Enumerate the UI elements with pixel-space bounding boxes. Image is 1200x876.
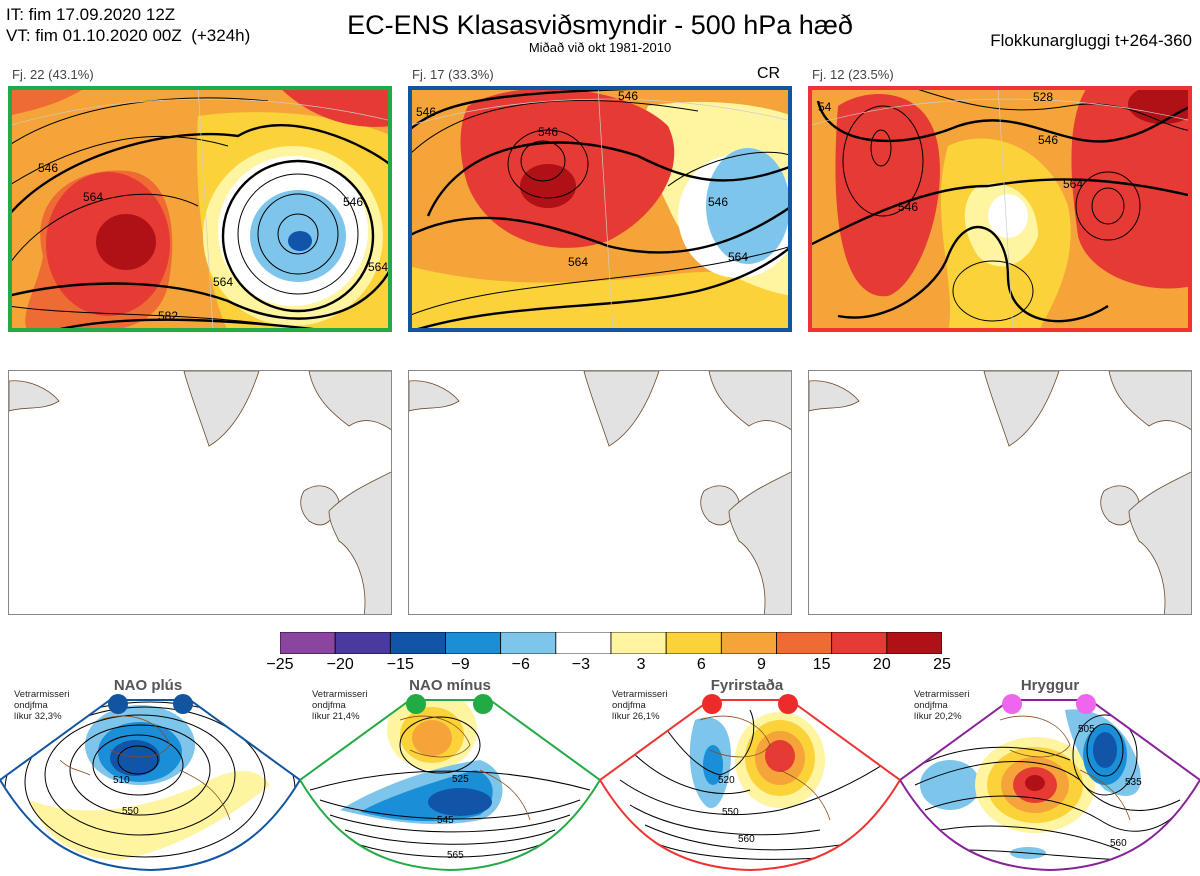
colorbar-swatch: [500, 631, 557, 655]
cluster-2-tag: CR: [757, 65, 781, 82]
colorbar-tick-label: −6: [511, 656, 530, 673]
colorbar-swatch: [389, 631, 446, 655]
colorbar-tick-label: 3: [636, 656, 646, 673]
contour-label: 546: [343, 195, 363, 209]
contour-label: 564: [728, 250, 748, 264]
forecast-times: IT: fim 17.09.2020 12Z VT: fim 01.10.2020…: [6, 4, 250, 46]
regime-4-map: 505 535 560: [898, 690, 1200, 872]
colorbar-swatch: [610, 631, 667, 655]
contour-label: 546: [538, 125, 558, 139]
colorbar-swatch: [334, 631, 391, 655]
contour-label: 546: [1038, 133, 1058, 147]
contour-label: 54: [818, 100, 832, 114]
cluster-3-label: Fj. 12 (23.5%): [812, 67, 894, 82]
colorbar-tick-label: 20: [872, 656, 891, 673]
colorbar-swatch: [886, 631, 943, 655]
colorbar-swatch: [831, 631, 888, 655]
contour-label: 546: [416, 105, 436, 119]
regime-1-title: NAO plús: [113, 677, 183, 694]
colorbar-swatch: [720, 631, 777, 655]
regime-4-note: Vetrarmisseri ondjfma líkur 20,2%: [914, 689, 970, 722]
colorbar-tick-label: 9: [757, 656, 766, 673]
cluster-1-label: Fj. 22 (43.1%): [12, 67, 94, 82]
cluster-3-surface-map: [808, 370, 1192, 615]
page-subtitle: Miðað við okt 1981-2010: [528, 40, 672, 55]
regime-3-title: Fyrirstaða: [710, 677, 784, 694]
colorbar-swatch: [665, 631, 722, 655]
contour-label: 528: [1033, 90, 1053, 104]
regime-3-note: Vetrarmisseri ondjfma líkur 26,1%: [612, 689, 668, 722]
colorbar: [279, 631, 943, 655]
colorbar-tick-label: −15: [386, 656, 414, 673]
cluster-3-map: 528 546 546 564 54: [808, 86, 1192, 332]
regime-4-title: Hryggur: [1020, 677, 1080, 694]
cluster-2-surface-map: [408, 370, 792, 615]
contour-label: 582: [158, 309, 178, 323]
contour-label: 546: [898, 200, 918, 214]
contour-label: 525: [452, 774, 469, 785]
contour-label: 564: [568, 255, 588, 269]
colorbar-tick-label: 25: [933, 656, 951, 673]
contour-label: 545: [437, 815, 454, 826]
colorbar-tick-label: −25: [266, 656, 294, 673]
contour-label: 564: [83, 190, 103, 204]
regime-1-map: 510 550: [0, 690, 302, 872]
contour-label: 564: [368, 260, 388, 274]
contour-label: 535: [1125, 777, 1142, 788]
regime-1-note: Vetrarmisseri ondjfma líkur 32,3%: [14, 689, 70, 722]
contour-label: 546: [38, 161, 58, 175]
colorbar-tick-label: −3: [571, 656, 591, 673]
contour-label: 560: [1110, 838, 1127, 849]
contour-label: 546: [618, 89, 638, 103]
contour-label: 564: [213, 275, 233, 289]
colorbar-swatch: [555, 631, 612, 655]
contour-label: 550: [122, 806, 139, 817]
cluster-1-surface-map: [8, 370, 392, 615]
initial-time: IT: fim 17.09.2020 12Z: [6, 5, 176, 24]
contour-label: 550: [722, 807, 739, 818]
contour-label: 560: [738, 834, 755, 845]
contour-label: 510: [113, 775, 130, 786]
valid-time: VT: fim 01.10.2020 00Z (+324h): [6, 26, 251, 45]
cluster-2-map: 546 546 546 564 564 546: [408, 86, 792, 332]
colorbar-tick-label: 6: [696, 656, 706, 673]
contour-label: 565: [447, 850, 464, 861]
regime-2-map: 525 545 565: [298, 690, 602, 872]
regime-3-map: 520 550 560: [598, 690, 902, 872]
regime-2-title: NAO mínus: [409, 677, 491, 694]
colorbar-swatch: [445, 631, 502, 655]
colorbar-swatch: [776, 631, 833, 655]
colorbar-tick-label: 15: [812, 656, 831, 673]
cluster-1-map: 546 564 564 582 546 564: [8, 86, 392, 332]
contour-label: 546: [708, 195, 728, 209]
contour-label: 505: [1078, 724, 1095, 735]
cluster-2-label: Fj. 17 (33.3%): [412, 67, 494, 82]
cluster-window: Flokkunargluggi t+264-360: [990, 31, 1192, 50]
colorbar-tick-label: −9: [451, 656, 470, 673]
contour-label: 520: [718, 775, 735, 786]
colorbar-swatch: [279, 631, 336, 655]
colorbar-tick-label: −20: [326, 656, 354, 673]
contour-label: 564: [1063, 177, 1083, 191]
page-title: EC-ENS Klasasviðsmyndir - 500 hPa hæð: [347, 10, 853, 40]
regime-2-note: Vetrarmisseri ondjfma líkur 21,4%: [312, 689, 368, 722]
